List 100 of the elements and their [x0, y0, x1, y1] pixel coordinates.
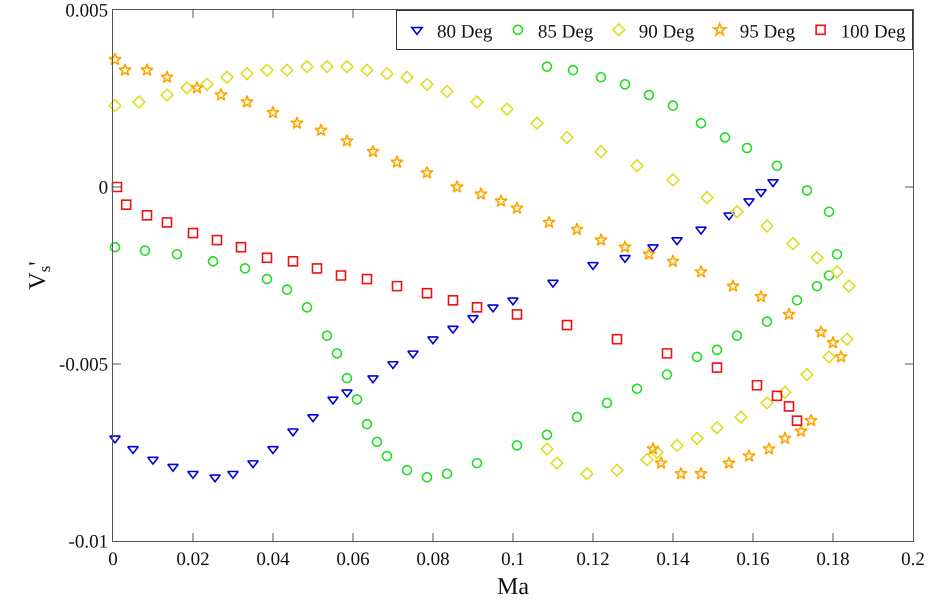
point [267, 446, 279, 454]
point [640, 452, 654, 466]
point [654, 456, 668, 470]
point [694, 466, 708, 480]
x-tick-label: 0.08 [416, 548, 450, 570]
y-tick-label: 0.005 [65, 0, 108, 22]
point [692, 352, 702, 362]
point [108, 52, 122, 66]
point [824, 206, 834, 218]
point [767, 178, 779, 188]
point [695, 226, 707, 235]
point [562, 320, 572, 330]
point [450, 180, 464, 193]
y-tick-label: -0.01 [68, 532, 108, 553]
x-tick-label: 0.2 [901, 548, 925, 570]
point [227, 470, 239, 480]
point [132, 95, 146, 109]
point [372, 436, 382, 448]
point [632, 383, 642, 394]
point [422, 472, 432, 483]
point [467, 314, 479, 324]
point [826, 336, 840, 349]
point [762, 316, 772, 327]
point [362, 418, 372, 430]
point [472, 458, 482, 468]
point [180, 81, 194, 95]
point [240, 263, 250, 274]
point [512, 309, 522, 320]
point [594, 233, 608, 246]
point [262, 274, 272, 284]
point [109, 435, 121, 444]
point [670, 438, 684, 452]
point [220, 70, 234, 84]
point [262, 252, 272, 264]
point [474, 186, 488, 200]
point [542, 61, 552, 72]
point [287, 428, 299, 437]
point [341, 389, 353, 398]
point [734, 410, 748, 424]
point [619, 254, 631, 264]
point [792, 415, 802, 426]
point [560, 130, 574, 144]
point [390, 155, 404, 168]
point [282, 284, 292, 295]
point [190, 80, 204, 94]
point [340, 60, 354, 74]
point [240, 67, 254, 80]
point [302, 302, 312, 313]
point [778, 431, 792, 444]
point [240, 94, 254, 108]
x-tick-label: 0.1 [501, 548, 525, 570]
point [442, 468, 452, 480]
legend-label: 85 Deg [538, 21, 594, 42]
point [542, 215, 556, 228]
point [110, 242, 120, 252]
point [320, 60, 334, 74]
point [671, 237, 683, 246]
point [612, 334, 622, 345]
point [550, 456, 564, 470]
point [510, 201, 524, 214]
point [494, 194, 508, 208]
point [160, 88, 174, 102]
point [778, 386, 792, 399]
point [822, 350, 836, 364]
point [786, 236, 800, 250]
legend-label: 100 Deg [840, 21, 906, 42]
point [382, 450, 392, 462]
point [587, 262, 599, 270]
point [784, 401, 794, 412]
point [694, 264, 708, 278]
point [710, 421, 724, 434]
point [842, 279, 856, 293]
point [834, 350, 848, 363]
point [760, 396, 774, 410]
point [440, 84, 454, 98]
point [810, 251, 824, 264]
point [812, 280, 822, 292]
y-tick-label: 0 [98, 178, 108, 199]
point [402, 464, 412, 476]
point [260, 64, 274, 77]
x-tick-label: 0.14 [656, 548, 690, 570]
point [247, 460, 259, 468]
x-axis-title: Ma [497, 574, 530, 600]
point [782, 307, 796, 320]
point [570, 222, 584, 236]
point [794, 424, 808, 438]
point [472, 302, 482, 313]
point [420, 78, 434, 91]
point [540, 442, 554, 456]
point [470, 95, 484, 109]
legend-label: 80 Deg [437, 21, 493, 42]
point [142, 210, 152, 221]
point [792, 294, 802, 306]
point [336, 270, 346, 281]
point [367, 375, 379, 384]
point [832, 248, 842, 260]
point [236, 242, 246, 252]
point [327, 396, 339, 405]
point [366, 144, 380, 158]
point [824, 270, 834, 281]
